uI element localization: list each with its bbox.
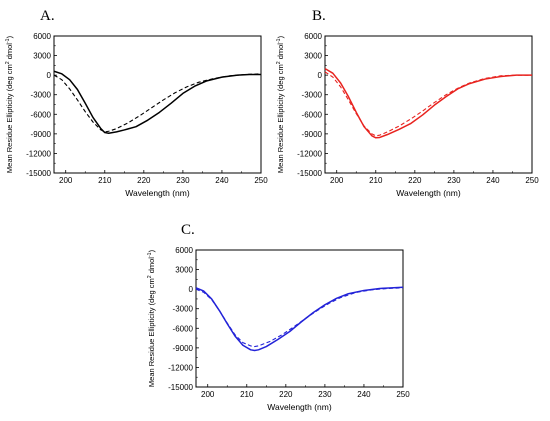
x-tick-label: 250 <box>525 176 539 185</box>
plot-frame <box>324 35 533 174</box>
y-tick-label: -15000 <box>297 169 322 178</box>
y-tick-label: -6000 <box>173 324 194 333</box>
y-tick-label: -9000 <box>173 344 194 353</box>
y-tick-label: 0 <box>318 71 323 80</box>
panel-label: A. <box>40 8 55 24</box>
y-axis-title-part: Mean Residue Ellipticity (deg cm <box>5 64 14 173</box>
y-tick-label: 6000 <box>33 32 51 41</box>
y-tick-label: 0 <box>47 71 52 80</box>
x-tick-label: 240 <box>486 176 500 185</box>
y-axis-title-part: dmol <box>147 257 156 276</box>
y-axis-title-sup: -1 <box>147 252 153 257</box>
chart-panel: B. 6000 3000 0 -3000 -6000 -9000 -12000 -15000 20… <box>276 8 539 198</box>
x-axis-title: Wavelength (nm) <box>396 188 461 198</box>
y-tick-label: -12000 <box>26 149 51 158</box>
y-tick-label: 3000 <box>304 52 322 61</box>
series-line-dashed <box>53 73 262 133</box>
chart-panel: A. 6000 3000 0 -3000 -6000 -9000 -12000 -15000 20… <box>5 8 268 198</box>
y-tick-label: -15000 <box>168 383 193 392</box>
y-axis-title-part: ) <box>147 249 156 252</box>
y-axis-title-sup: -1 <box>276 38 282 43</box>
plot-frame <box>195 249 404 388</box>
y-tick-label: -12000 <box>297 149 322 158</box>
panel-label: C. <box>181 222 195 238</box>
y-tick-label: -15000 <box>26 169 51 178</box>
x-tick-label: 230 <box>447 176 461 185</box>
x-tick-label: 250 <box>254 176 268 185</box>
x-tick-label: 240 <box>215 176 229 185</box>
y-tick-label: -3000 <box>173 305 194 314</box>
chart-panel: C. 6000 3000 0 -3000 -6000 -9000 -12000 -15000 20… <box>147 222 410 412</box>
x-tick-label: 220 <box>137 176 151 185</box>
y-tick-label: -6000 <box>31 110 52 119</box>
x-tick-label: 200 <box>330 176 344 185</box>
y-tick-label: 0 <box>189 285 194 294</box>
series-line-solid <box>53 70 261 134</box>
y-axis-title-part: Mean Residue Ellipticity (deg cm <box>147 278 156 387</box>
panel-label: B. <box>312 8 326 24</box>
series-line-solid <box>324 67 532 139</box>
y-axis-title-sup: -1 <box>5 38 11 43</box>
x-tick-label: 230 <box>318 390 332 399</box>
y-tick-label: -6000 <box>302 110 323 119</box>
x-tick-label: 250 <box>396 390 410 399</box>
x-tick-label: 240 <box>357 390 371 399</box>
y-tick-label: 6000 <box>304 32 322 41</box>
y-tick-label: 3000 <box>33 52 51 61</box>
x-tick-label: 220 <box>279 390 293 399</box>
y-tick-label: -3000 <box>302 91 323 100</box>
y-tick-label: -3000 <box>31 91 52 100</box>
y-tick-label: -9000 <box>302 130 323 139</box>
y-tick-label: -12000 <box>168 363 193 372</box>
y-tick-label: -9000 <box>31 130 52 139</box>
series-line-solid <box>195 286 404 352</box>
x-axis-title: Wavelength (nm) <box>125 188 190 198</box>
y-axis-title: Mean Residue Ellipticity (deg cm2 dmol-1… <box>276 35 285 173</box>
y-axis-title-sup: 2 <box>276 61 282 64</box>
x-axis-title: Wavelength (nm) <box>267 402 332 412</box>
series-line-dashed <box>324 71 532 137</box>
y-tick-label: 6000 <box>175 246 193 255</box>
series-line-dashed <box>195 287 404 348</box>
x-tick-label: 200 <box>59 176 73 185</box>
y-axis-title-part: ) <box>276 35 285 38</box>
y-axis-title: Mean Residue Ellipticity (deg cm2 dmol-1… <box>5 35 14 173</box>
x-tick-label: 230 <box>176 176 190 185</box>
y-tick-label: 3000 <box>175 266 193 275</box>
x-tick-label: 210 <box>369 176 383 185</box>
y-axis-title-part: Mean Residue Ellipticity (deg cm <box>276 64 285 173</box>
y-axis-title: Mean Residue Ellipticity (deg cm2 dmol-1… <box>147 249 156 387</box>
x-tick-label: 220 <box>408 176 422 185</box>
x-tick-label: 210 <box>98 176 112 185</box>
y-axis-title-part: dmol <box>5 43 14 62</box>
y-axis-title-sup: 2 <box>147 275 153 278</box>
y-axis-title-part: ) <box>5 35 14 38</box>
x-tick-label: 200 <box>201 390 215 399</box>
y-axis-title-part: dmol <box>276 43 285 62</box>
y-axis-title-sup: 2 <box>5 61 11 64</box>
x-tick-label: 210 <box>240 390 254 399</box>
